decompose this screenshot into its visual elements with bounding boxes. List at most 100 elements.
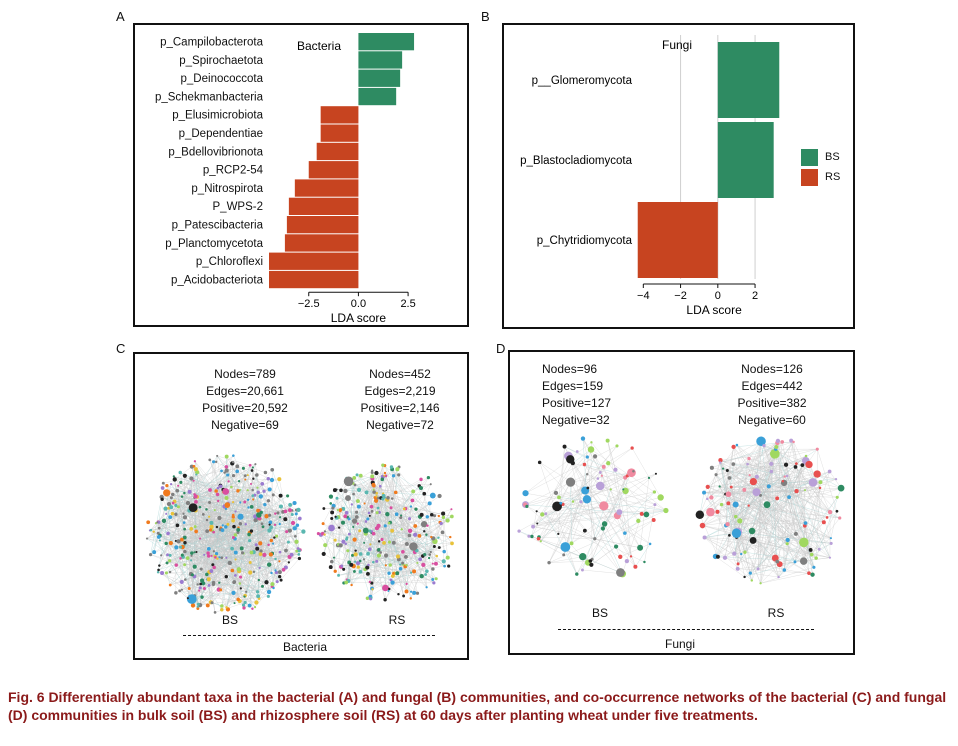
- network-edge: [584, 464, 667, 511]
- network-node: [388, 587, 391, 591]
- network-node: [171, 501, 175, 505]
- network-node: [214, 460, 218, 464]
- network-edge: [585, 490, 666, 511]
- network-edge: [221, 466, 238, 607]
- network-node: [437, 514, 441, 518]
- network-edge: [525, 504, 559, 535]
- network-edge: [604, 489, 624, 524]
- network-node: [230, 485, 233, 489]
- network-node: [352, 525, 355, 528]
- network-edge: [777, 442, 831, 513]
- network-node: [182, 515, 188, 520]
- network-edge: [176, 547, 185, 565]
- network-node: [837, 484, 845, 492]
- network-edge: [729, 535, 778, 562]
- network-node: [256, 486, 259, 489]
- network-node: [252, 477, 255, 480]
- network-edge: [166, 493, 185, 563]
- network-edge: [565, 546, 577, 575]
- network-edge: [525, 492, 574, 502]
- network-edge: [382, 465, 425, 494]
- network-node: [316, 532, 320, 536]
- network-edge: [752, 522, 806, 532]
- network-edge: [794, 487, 821, 562]
- network-node: [354, 560, 357, 563]
- network-node: [350, 583, 353, 587]
- network-node: [160, 554, 163, 557]
- network-edge: [353, 479, 383, 528]
- network-edge: [750, 549, 820, 574]
- network-edge: [756, 441, 762, 477]
- network-node: [653, 503, 657, 507]
- network-node: [272, 542, 275, 545]
- network-edge: [760, 572, 809, 584]
- network-edge: [622, 513, 642, 574]
- network-node: [353, 483, 357, 487]
- network-edge: [699, 474, 717, 515]
- network-node: [763, 501, 771, 509]
- network-node: [193, 551, 196, 554]
- network-node: [803, 521, 808, 525]
- network-edge: [233, 582, 259, 597]
- network-node: [344, 510, 349, 515]
- network-node: [606, 461, 611, 466]
- network-node: [251, 494, 255, 498]
- network-node: [443, 564, 446, 568]
- network-node: [428, 553, 432, 556]
- stat-line: Edges=442: [741, 379, 803, 393]
- network-node: [418, 485, 423, 491]
- network-node: [194, 470, 200, 475]
- network-node: [212, 565, 216, 570]
- network-node: [527, 534, 531, 538]
- network-edge: [533, 526, 641, 548]
- network-node: [208, 501, 212, 505]
- network-edge: [191, 491, 224, 556]
- network-node: [349, 562, 354, 567]
- lda-bar: [358, 51, 403, 69]
- network-node: [342, 567, 346, 571]
- network-node: [321, 551, 326, 557]
- network-node: [159, 495, 163, 499]
- network-edge: [400, 517, 411, 531]
- network-node: [255, 546, 260, 551]
- network-edge: [591, 442, 654, 521]
- network-edge: [424, 534, 427, 556]
- network-node: [274, 569, 277, 572]
- network-edge: [721, 504, 817, 559]
- network-node: [441, 511, 446, 516]
- network-edge: [429, 503, 433, 564]
- network-edge: [715, 474, 737, 534]
- network-edge: [525, 442, 592, 494]
- network-node: [838, 516, 842, 520]
- network-node: [783, 462, 789, 467]
- network-edge: [784, 475, 788, 571]
- network-edge: [331, 518, 356, 551]
- network-edge: [235, 469, 273, 512]
- network-node: [356, 522, 359, 525]
- network-node: [613, 467, 618, 472]
- network-edge: [424, 546, 435, 555]
- network-node: [560, 542, 571, 552]
- network-node: [328, 524, 335, 532]
- network-node: [339, 488, 343, 493]
- network-node: [652, 490, 657, 494]
- network-node: [172, 477, 177, 482]
- network-edge: [195, 490, 239, 503]
- network-node: [629, 555, 633, 558]
- network-node: [365, 596, 370, 601]
- network-node: [429, 492, 436, 499]
- network-node: [266, 499, 271, 503]
- network-node: [343, 514, 348, 519]
- network-edge: [268, 570, 276, 592]
- network-node: [598, 470, 602, 474]
- network-edge: [803, 543, 832, 562]
- network-node: [756, 436, 766, 447]
- network-node: [374, 526, 380, 531]
- network-node: [187, 489, 192, 494]
- network-node: [298, 516, 302, 521]
- network-node: [236, 528, 241, 532]
- network-edge: [790, 440, 797, 464]
- network-node: [370, 581, 374, 585]
- stat-line: Edges=2,219: [364, 384, 436, 398]
- network-edge: [777, 440, 785, 571]
